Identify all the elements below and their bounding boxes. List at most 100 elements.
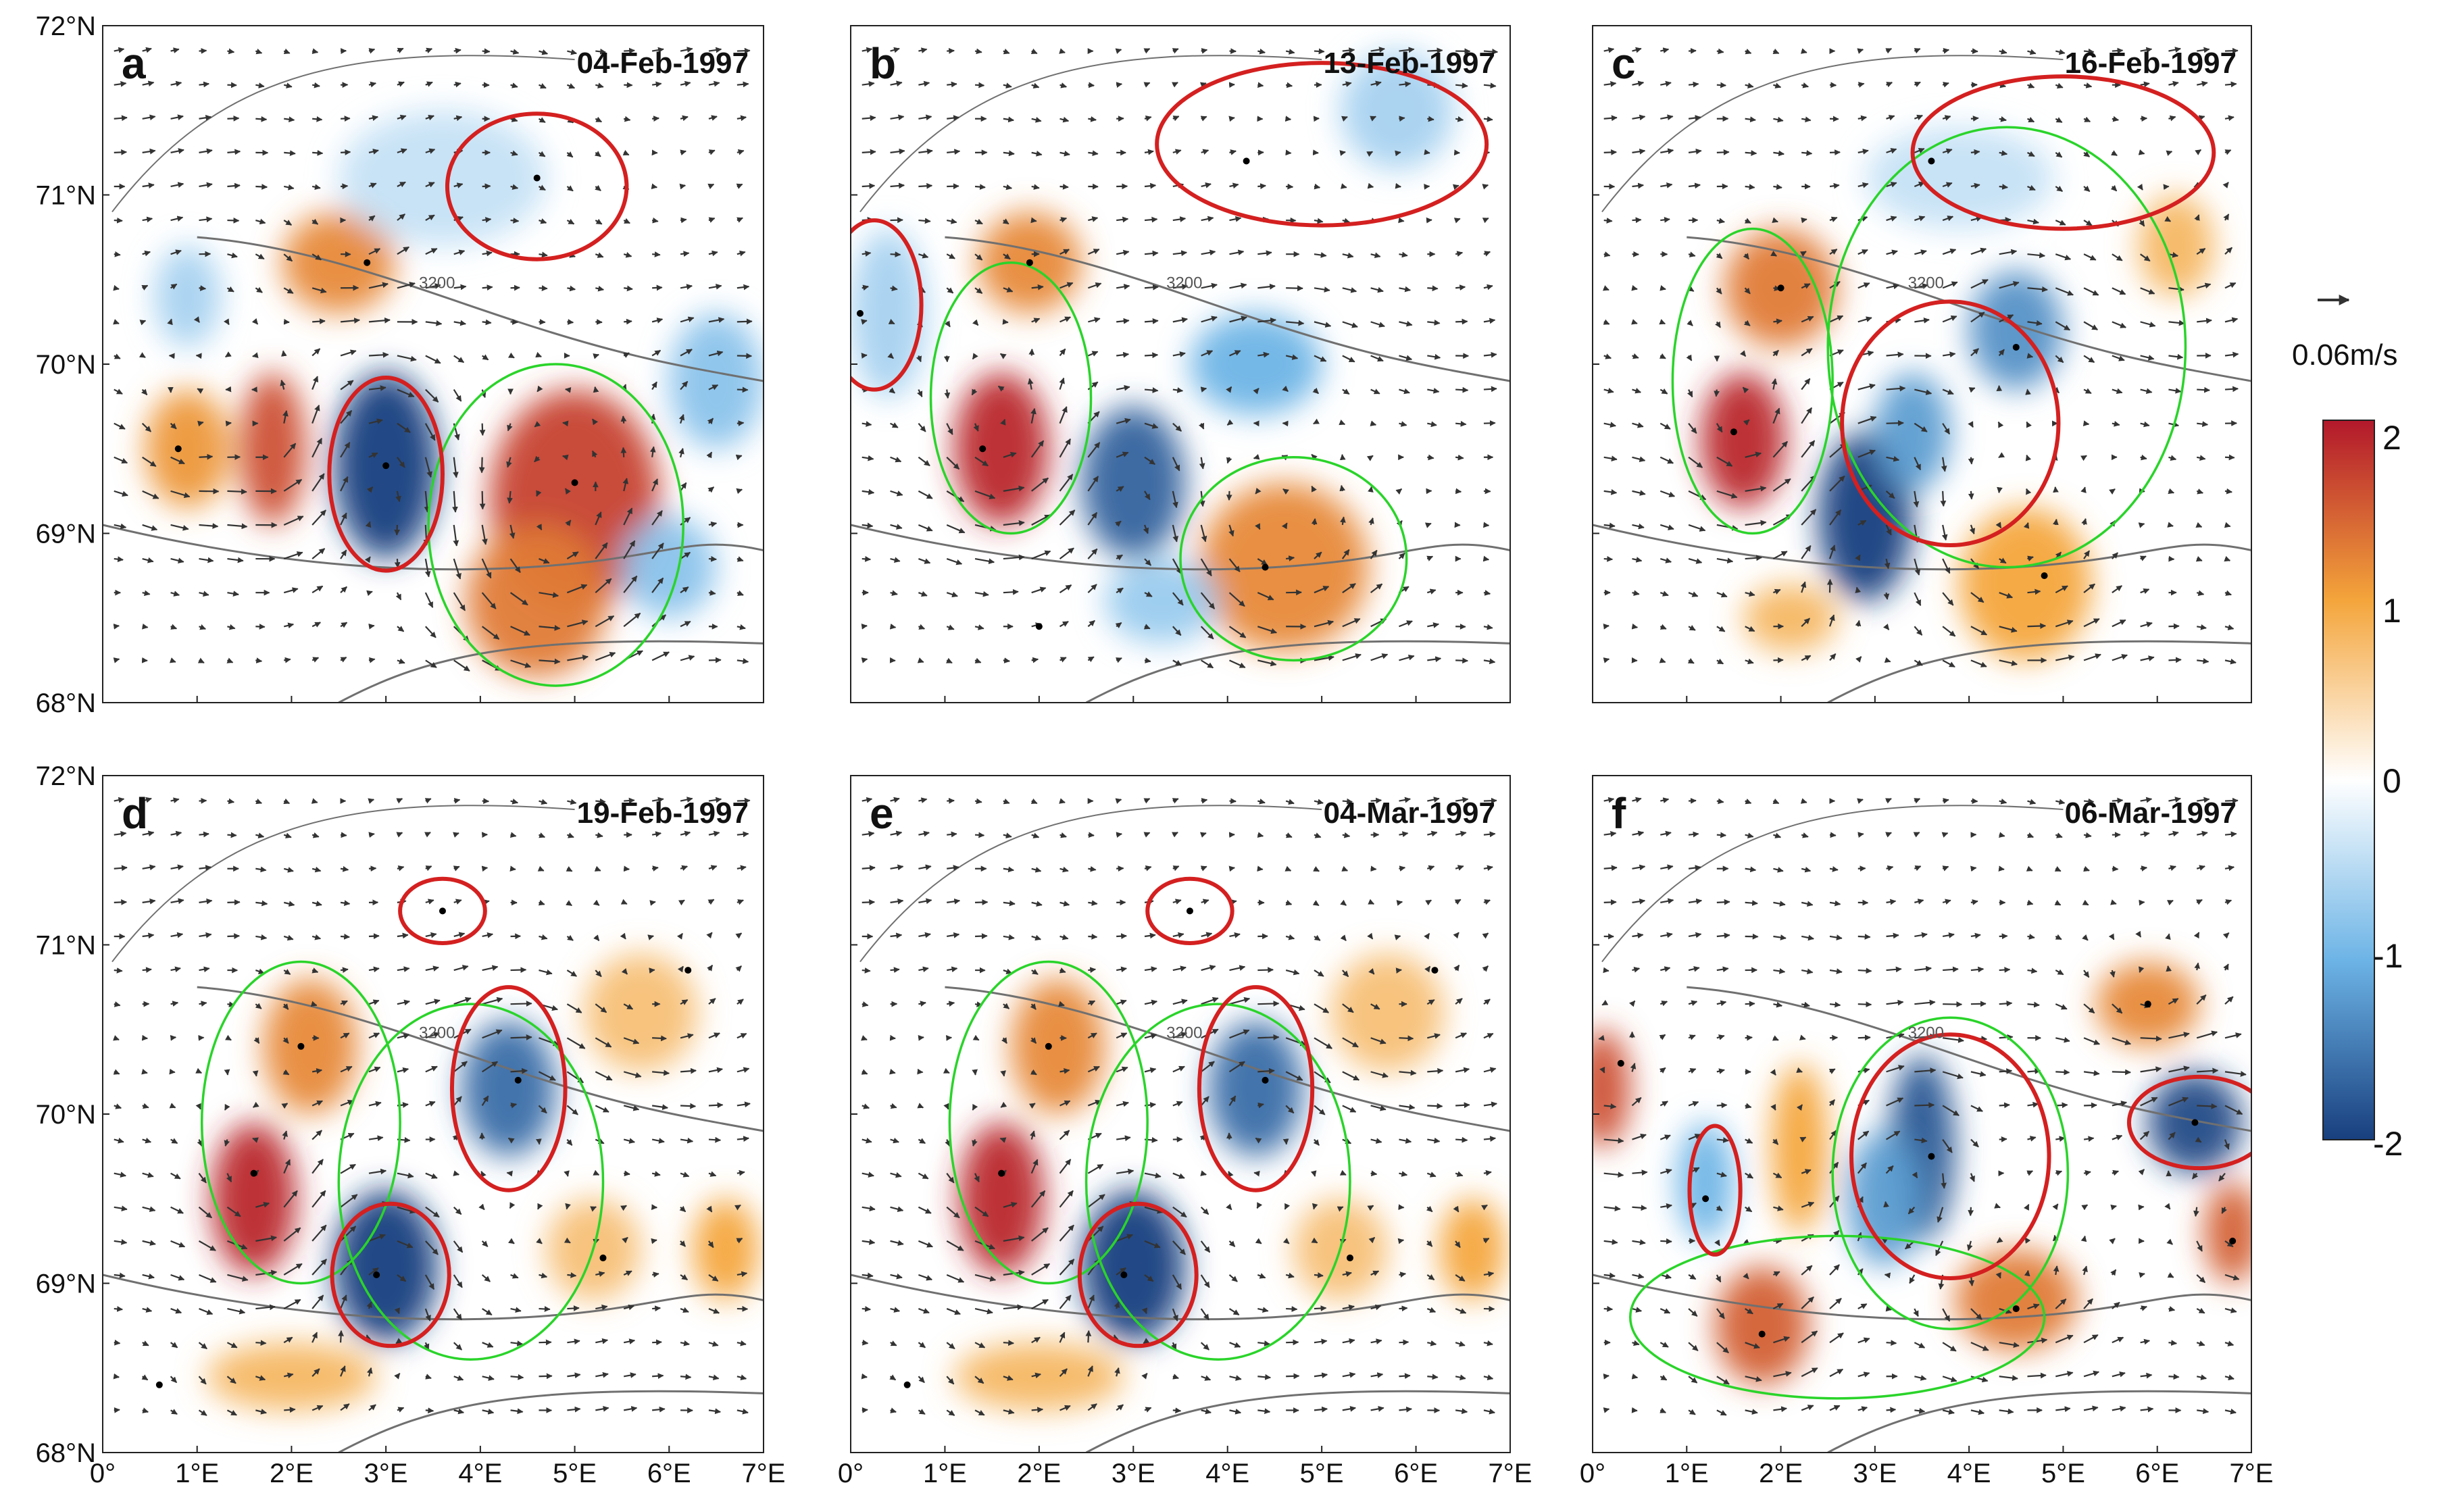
velocity-arrow <box>311 438 323 458</box>
velocity-arrow <box>1716 149 1730 155</box>
panel-b: 3200 b 13-Feb-1997 <box>850 25 1511 703</box>
positive-anomaly-patch <box>959 1122 1044 1275</box>
velocity-arrow <box>425 47 433 53</box>
velocity-arrow <box>1453 218 1461 224</box>
eddy-center-dot <box>250 1169 257 1177</box>
velocity-arrow <box>1342 47 1355 53</box>
velocity-arrow <box>424 423 436 441</box>
velocity-arrow <box>539 83 547 89</box>
velocity-arrow <box>1031 318 1041 324</box>
velocity-arrow <box>227 899 241 905</box>
negative-anomaly-patch <box>1208 1021 1303 1157</box>
velocity-arrow <box>652 1305 662 1312</box>
panel-plot-area: 3200 <box>851 47 1510 703</box>
velocity-arrow <box>1314 48 1325 55</box>
velocity-arrow <box>255 286 263 293</box>
velocity-arrow <box>227 590 239 597</box>
velocity-arrow <box>1003 184 1013 191</box>
velocity-arrow <box>311 509 326 526</box>
velocity-arrow <box>862 80 875 87</box>
velocity-arrow <box>479 490 486 510</box>
velocity-arrow <box>453 320 467 326</box>
velocity-arrow <box>1201 316 1218 323</box>
velocity-arrow <box>453 592 466 611</box>
positive-anomaly-patch <box>1743 584 1838 652</box>
lon-tick-label: 1°E <box>1665 1459 1709 1488</box>
velocity-arrow <box>139 320 147 326</box>
velocity-arrow <box>114 899 128 905</box>
velocity-arrow <box>340 380 354 390</box>
velocity-arrow <box>340 512 347 526</box>
velocity-arrow <box>424 490 430 513</box>
velocity-arrow <box>1201 249 1216 256</box>
velocity-arrow <box>708 217 716 223</box>
velocity-arrow <box>368 248 381 255</box>
velocity-arrow <box>862 251 872 257</box>
velocity-arrow <box>595 511 602 526</box>
velocity-arrow <box>1970 48 1978 55</box>
eddy-center-dot <box>1346 1254 1353 1261</box>
velocity-arrow <box>425 214 435 222</box>
negative-anomaly-patch <box>1105 559 1218 644</box>
velocity-arrow <box>651 577 664 593</box>
velocity-arrow <box>506 1170 513 1177</box>
velocity-arrow <box>340 476 349 492</box>
eddy-center-dot <box>2041 572 2048 580</box>
negative-anomaly-patch <box>154 245 221 347</box>
velocity-arrow <box>340 586 347 593</box>
velocity-arrow <box>1370 252 1381 259</box>
velocity-arrow <box>708 317 725 323</box>
lon-tick-label: 2°E <box>1759 1459 1803 1488</box>
velocity-arrow <box>284 657 291 663</box>
velocity-arrow <box>565 1203 571 1210</box>
eddy-center-dot <box>382 462 390 470</box>
velocity-arrow <box>538 117 546 124</box>
velocity-arrow <box>312 116 323 122</box>
velocity-arrow <box>224 1069 230 1076</box>
velocity-arrow <box>890 182 905 189</box>
velocity-arrow <box>510 150 518 156</box>
velocity-arrow <box>199 114 212 121</box>
panel-letter: d <box>122 789 148 838</box>
colorbar: 2 1 0 -1 -2 0.06m/s <box>2292 295 2403 1163</box>
velocity-arrow <box>114 47 125 53</box>
velocity-arrow <box>651 651 670 661</box>
velocity-arrow <box>368 865 377 872</box>
velocity-arrow <box>1229 149 1237 155</box>
velocity-arrow <box>708 149 716 155</box>
lon-tick-label: 7°E <box>1489 1459 1532 1488</box>
eddy-center-dot <box>1026 259 1033 266</box>
eddy-center-dot <box>903 1381 911 1388</box>
velocity-arrow <box>368 182 377 188</box>
velocity-arrow <box>708 350 724 357</box>
velocity-arrow <box>368 149 379 155</box>
velocity-arrow <box>918 80 930 87</box>
velocity-arrow <box>1031 284 1044 291</box>
velocity-arrow <box>623 612 641 628</box>
eddy-center-dot <box>364 259 371 266</box>
velocity-arrow <box>651 183 658 190</box>
velocity-arrow <box>999 1137 1007 1143</box>
vorticity-field <box>851 51 1454 652</box>
velocity-arrow <box>707 418 714 425</box>
velocity-arrow <box>1370 865 1377 872</box>
velocity-arrow <box>680 620 691 628</box>
velocity-arrow <box>1088 317 1101 323</box>
velocity-arrow <box>368 317 391 324</box>
lon-tick-label: 1°E <box>175 1459 219 1488</box>
velocity-arrow <box>225 420 232 427</box>
scale-label: 0.06m/s <box>2292 338 2398 372</box>
velocity-arrow <box>737 556 744 562</box>
velocity-arrow <box>1172 149 1182 155</box>
velocity-arrow <box>595 82 604 89</box>
velocity-arrow <box>534 455 541 463</box>
velocity-arrow <box>1144 149 1154 155</box>
velocity-arrow <box>425 283 441 289</box>
eddy-center-dot <box>2012 343 2020 351</box>
velocity-arrow <box>1059 48 1066 54</box>
velocity-arrow <box>1943 1001 1963 1007</box>
lon-tick-label: 6°E <box>2135 1459 2179 1488</box>
velocity-arrow <box>591 450 598 458</box>
velocity-arrow <box>1455 284 1466 291</box>
negative-anomaly-patch <box>339 110 547 246</box>
